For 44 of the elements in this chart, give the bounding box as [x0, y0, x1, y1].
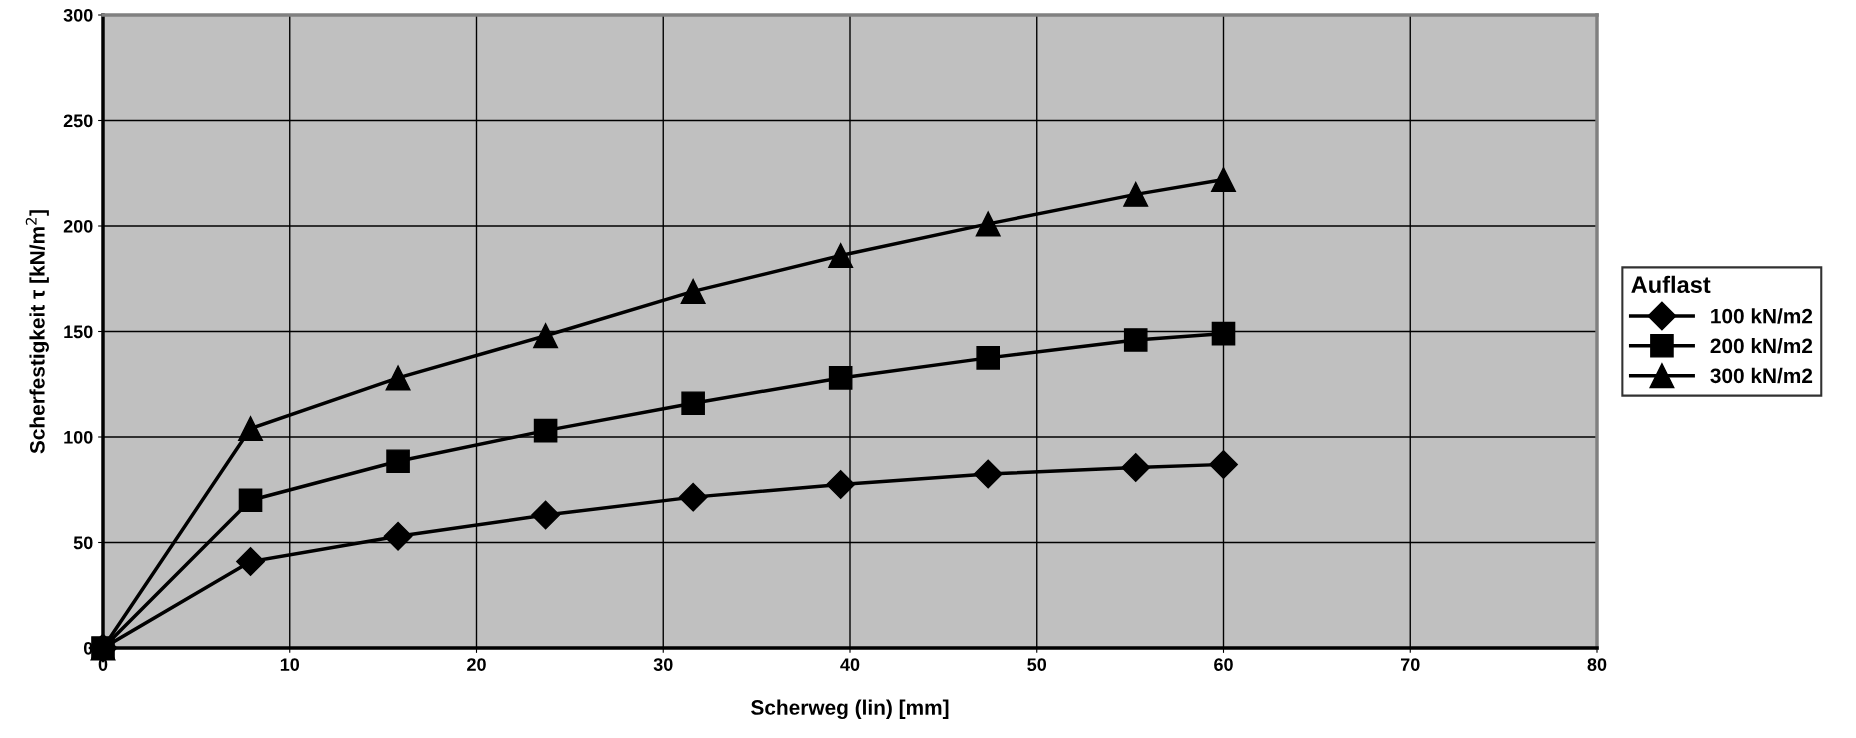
x-tick-label: 10 [280, 658, 300, 671]
y-axis-title: Scherfestigkeit τ [kN/m$^{2}$] [25, 210, 49, 454]
legend-title: Auflast [1631, 275, 1711, 294]
legend-label: 200 kN/m2 [1710, 338, 1813, 354]
point [238, 416, 264, 442]
y-tick-label: 200 [63, 219, 93, 233]
point [1209, 449, 1238, 479]
point [1123, 328, 1148, 352]
point [1211, 321, 1236, 346]
point [828, 366, 853, 390]
point [533, 418, 558, 443]
point [385, 365, 411, 391]
point [386, 449, 410, 474]
point [680, 278, 706, 304]
y-tick-label: 300 [63, 8, 93, 22]
x-tick-label: 20 [467, 658, 486, 671]
point [236, 547, 265, 576]
point [973, 459, 1003, 489]
y-tick-label: 250 [63, 114, 93, 128]
point [383, 521, 413, 551]
point [826, 470, 856, 499]
x-tick-label: 70 [1400, 658, 1420, 671]
x-tick-label: 60 [1214, 658, 1233, 671]
legend-label: 300 kN/m2 [1710, 367, 1813, 384]
legend-label: 100 kN/m2 [1711, 308, 1813, 324]
y-tick-label: 100 [64, 430, 93, 444]
point [975, 211, 1001, 237]
point [238, 488, 263, 513]
x-tick-label: 80 [1587, 658, 1607, 671]
point [1210, 167, 1237, 193]
point [681, 391, 705, 416]
point [1121, 453, 1151, 483]
point [1123, 181, 1149, 207]
x-tick-label: 50 [1027, 658, 1047, 671]
x-axis-title: Scherweg (lin) [mm] [751, 699, 949, 720]
x-tick-label: 30 [653, 658, 673, 672]
point [976, 346, 1001, 370]
y-tick-label: 50 [73, 536, 93, 550]
x-tick-label: 40 [840, 658, 860, 671]
point [828, 243, 854, 269]
y-tick-label: 150 [64, 325, 93, 339]
point [533, 323, 559, 349]
point [531, 500, 561, 530]
point [678, 482, 708, 512]
